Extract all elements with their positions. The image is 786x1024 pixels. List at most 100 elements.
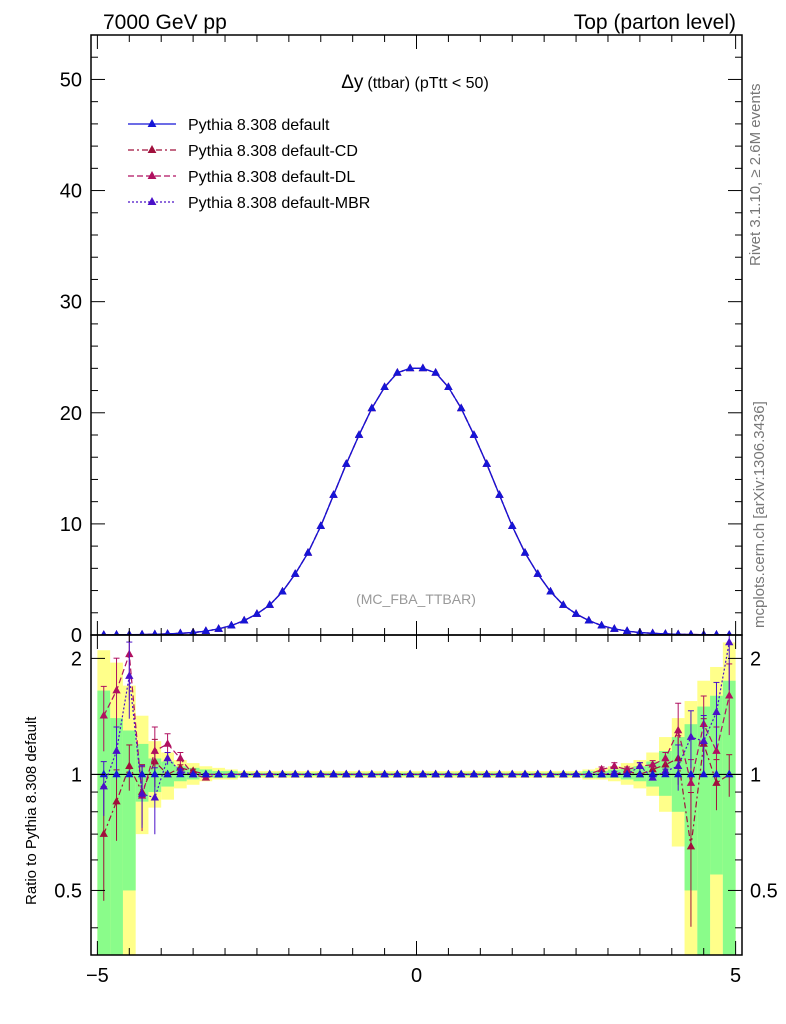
- ratio-point-2: [112, 746, 121, 754]
- main-point-0: [662, 629, 669, 635]
- main-point-0: [610, 624, 619, 632]
- ratio-point-1: [622, 764, 632, 773]
- chart-title-main: Δy: [341, 72, 364, 93]
- ratio-y-tick-label-right: 1: [750, 764, 761, 786]
- y-tick-label: 50: [60, 69, 82, 91]
- ratio-point-default: [265, 769, 274, 778]
- ratio-point-default: [163, 769, 172, 778]
- watermark: (MC_FBA_TTBAR): [356, 591, 476, 607]
- header-left: 7000 GeV pp: [103, 11, 227, 34]
- ratio-point-default: [444, 769, 453, 778]
- main-point-0: [520, 548, 530, 556]
- ratio-point-default: [125, 769, 134, 778]
- x-tick-label: 5: [730, 965, 741, 987]
- y-tick-label: 40: [60, 181, 82, 203]
- ratio-y-axis-label: Ratio to Pythia 8.308 default: [23, 716, 40, 905]
- ratio-point-1: [112, 685, 121, 694]
- ratio-y-tick-label-right: 2: [750, 648, 761, 670]
- main-point-0: [726, 630, 732, 635]
- ratio-point-default: [699, 769, 708, 778]
- ratio-point-default: [367, 769, 376, 778]
- ratio-point-default: [482, 769, 491, 778]
- ratio-point-default: [418, 769, 428, 778]
- y-tick-label: 20: [60, 403, 82, 425]
- main-point-0: [713, 630, 720, 635]
- ratio-point-default: [201, 769, 211, 778]
- main-point-0: [316, 521, 325, 529]
- main-point-0: [291, 569, 300, 577]
- main-point-0: [393, 368, 402, 376]
- main-point-0: [265, 600, 274, 608]
- ratio-point-default: [214, 769, 223, 778]
- y-tick-label: 30: [60, 292, 82, 314]
- ratio-point-default: [278, 769, 287, 778]
- ratio-point-default: [712, 769, 721, 778]
- ratio-point-0: [125, 761, 134, 770]
- main-point-0: [508, 521, 517, 529]
- ratio-point-1: [648, 759, 657, 768]
- y-tick-label: 0: [71, 625, 82, 647]
- main-curves: [101, 363, 732, 635]
- ratio-point-default: [571, 769, 581, 778]
- main-point-0: [240, 615, 249, 624]
- ratio-point-default: [354, 769, 364, 778]
- main-point-0: [649, 628, 657, 635]
- ratio-point-default: [533, 769, 542, 778]
- main-point-0: [533, 569, 542, 577]
- main-point-0: [571, 609, 581, 617]
- main-point-0: [495, 490, 504, 498]
- main-point-0: [176, 628, 184, 635]
- ratio-uncertainty-bands: [97, 642, 736, 955]
- legend-marker-3: [147, 197, 157, 205]
- ratio-point-1: [163, 739, 172, 747]
- ratio-point-default: [648, 769, 657, 778]
- ratio-point-default: [610, 769, 619, 778]
- main-point-0: [354, 430, 364, 438]
- ratio-point-default: [559, 769, 568, 778]
- main-point-0: [546, 586, 555, 595]
- main-point-0: [151, 629, 158, 635]
- x-tick-label: 0: [411, 965, 422, 987]
- ratio-point-1: [150, 746, 159, 754]
- ratio-point-2: [712, 707, 721, 716]
- ratio-point-default: [431, 769, 440, 778]
- main-point-0: [405, 363, 415, 372]
- ratio-point-default: [674, 769, 683, 778]
- ratio-point-default: [393, 769, 402, 778]
- ratio-point-default: [661, 769, 670, 778]
- x-tick-label: −5: [86, 965, 109, 987]
- chart-title: Δy (ttbar) (pTtt < 50): [341, 72, 489, 93]
- ratio-point-default: [227, 769, 236, 778]
- ratio-point-1: [725, 691, 734, 699]
- main-point-0: [342, 459, 351, 467]
- main-point-0: [675, 629, 682, 635]
- legend-label-3: Pythia 8.308 default-MBR: [188, 195, 370, 212]
- legend-marker-1: [147, 145, 157, 153]
- ratio-point-default: [99, 769, 108, 778]
- ratio-point-2: [674, 761, 683, 770]
- ratio-point-2: [699, 736, 708, 744]
- rivet-version-label: Rivet 3.1.10, ≥ 2.6M events: [747, 84, 764, 267]
- ratio-point-1: [99, 711, 108, 719]
- ratio-point-default: [622, 769, 632, 778]
- ratio-band-green: [722, 680, 736, 955]
- ratio-y-tick-label: 2: [71, 648, 82, 670]
- ratio-point-0: [99, 829, 108, 837]
- main-point-0: [367, 403, 376, 412]
- ratio-point-default: [342, 769, 351, 778]
- main-point-0: [688, 629, 694, 635]
- ratio-band-green: [697, 706, 711, 955]
- main-point-0: [482, 459, 491, 467]
- ratio-point-default: [546, 769, 555, 778]
- main-point-0: [303, 548, 313, 556]
- mcplots-label: mcplots.cern.ch [arXiv:1306.3436]: [751, 401, 768, 628]
- ratio-point-1: [176, 753, 185, 762]
- ratio-point-default: [405, 769, 415, 778]
- ratio-point-2: [125, 671, 134, 679]
- ratio-y-tick-label-right: 0.5: [750, 880, 778, 902]
- main-point-0: [431, 368, 440, 376]
- ratio-point-default: [150, 769, 159, 778]
